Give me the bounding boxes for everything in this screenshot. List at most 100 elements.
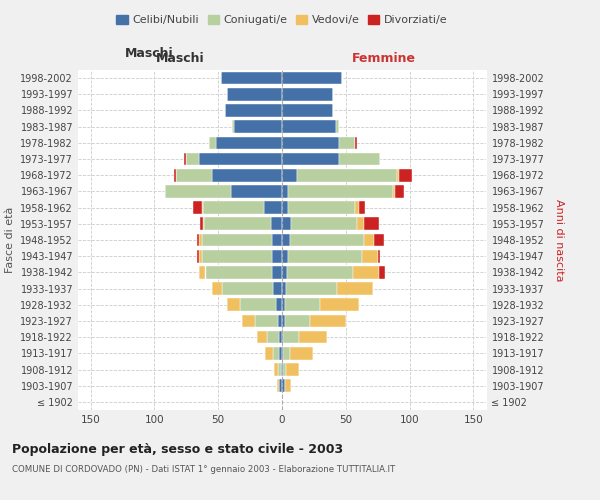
Bar <box>205 266 272 278</box>
Bar <box>199 234 202 246</box>
Bar <box>280 347 282 360</box>
Bar <box>193 202 202 214</box>
Bar <box>393 185 395 198</box>
Bar <box>355 202 359 214</box>
Bar <box>227 298 240 311</box>
Bar <box>362 250 377 262</box>
Bar <box>282 314 284 328</box>
Bar <box>265 347 273 360</box>
Bar <box>224 104 282 117</box>
Bar <box>202 250 272 262</box>
Bar <box>273 282 282 295</box>
Bar <box>203 202 264 214</box>
Bar <box>377 250 380 262</box>
Text: Maschi: Maschi <box>155 52 205 65</box>
Bar <box>271 218 282 230</box>
Bar <box>242 314 255 328</box>
Bar <box>203 218 204 230</box>
Bar <box>222 282 273 295</box>
Bar <box>209 136 216 149</box>
Bar <box>282 363 283 376</box>
Bar <box>184 152 187 166</box>
Bar <box>199 266 205 278</box>
Legend: Celibi/Nubili, Coniugati/e, Vedovi/e, Divorziati/e: Celibi/Nubili, Coniugati/e, Vedovi/e, Di… <box>112 10 452 30</box>
Bar <box>286 363 299 376</box>
Bar <box>282 282 286 295</box>
Bar <box>397 169 400 181</box>
Bar <box>281 363 282 376</box>
Bar <box>282 380 284 392</box>
Bar <box>284 380 291 392</box>
Bar <box>202 234 272 246</box>
Bar <box>284 298 320 311</box>
Bar <box>359 202 365 214</box>
Bar <box>320 298 359 311</box>
Bar <box>379 266 385 278</box>
Bar <box>291 218 357 230</box>
Bar <box>340 136 355 149</box>
Bar <box>266 331 280 344</box>
Bar <box>278 314 282 328</box>
Bar <box>216 136 282 149</box>
Bar <box>289 185 393 198</box>
Bar <box>280 380 282 392</box>
Text: Popolazione per età, sesso e stato civile - 2003: Popolazione per età, sesso e stato civil… <box>12 442 343 456</box>
Bar <box>199 152 282 166</box>
Bar <box>200 218 203 230</box>
Bar <box>282 202 289 214</box>
Bar <box>287 266 353 278</box>
Bar <box>374 234 384 246</box>
Bar <box>176 169 212 181</box>
Bar <box>284 314 310 328</box>
Bar <box>173 169 176 181</box>
Bar <box>221 72 282 85</box>
Bar <box>164 185 231 198</box>
Bar <box>400 169 412 181</box>
Bar <box>240 298 275 311</box>
Bar <box>290 347 313 360</box>
Bar <box>282 185 289 198</box>
Bar <box>233 120 282 133</box>
Bar <box>282 88 333 101</box>
Bar <box>353 266 379 278</box>
Bar <box>257 331 266 344</box>
Bar <box>197 234 199 246</box>
Bar <box>282 136 340 149</box>
Bar <box>290 234 364 246</box>
Bar <box>337 282 373 295</box>
Bar <box>286 282 337 295</box>
Bar <box>355 136 357 149</box>
Bar <box>255 314 278 328</box>
Bar <box>282 218 291 230</box>
Text: Femmine: Femmine <box>352 52 416 65</box>
Bar <box>272 266 282 278</box>
Bar <box>283 347 290 360</box>
Bar <box>364 234 374 246</box>
Bar <box>199 250 202 262</box>
Bar <box>231 185 282 198</box>
Bar <box>282 298 284 311</box>
Bar <box>299 331 326 344</box>
Bar <box>227 88 282 101</box>
Y-axis label: Anni di nascita: Anni di nascita <box>554 198 564 281</box>
Bar <box>282 266 287 278</box>
Bar <box>277 380 280 392</box>
Bar <box>187 152 199 166</box>
Bar <box>298 169 397 181</box>
Bar <box>204 218 271 230</box>
Bar <box>274 363 278 376</box>
Text: COMUNE DI CORDOVADO (PN) - Dati ISTAT 1° gennaio 2003 - Elaborazione TUTTITALIA.: COMUNE DI CORDOVADO (PN) - Dati ISTAT 1°… <box>12 466 395 474</box>
Bar <box>310 314 346 328</box>
Text: Maschi: Maschi <box>125 47 174 60</box>
Bar <box>283 331 299 344</box>
Bar <box>264 202 282 214</box>
Y-axis label: Fasce di età: Fasce di età <box>5 207 15 273</box>
Bar <box>282 234 290 246</box>
Bar <box>280 331 282 344</box>
Bar <box>232 120 233 133</box>
Bar <box>272 250 282 262</box>
Bar <box>282 152 340 166</box>
Bar <box>197 250 199 262</box>
Bar <box>340 152 380 166</box>
Bar <box>278 363 281 376</box>
